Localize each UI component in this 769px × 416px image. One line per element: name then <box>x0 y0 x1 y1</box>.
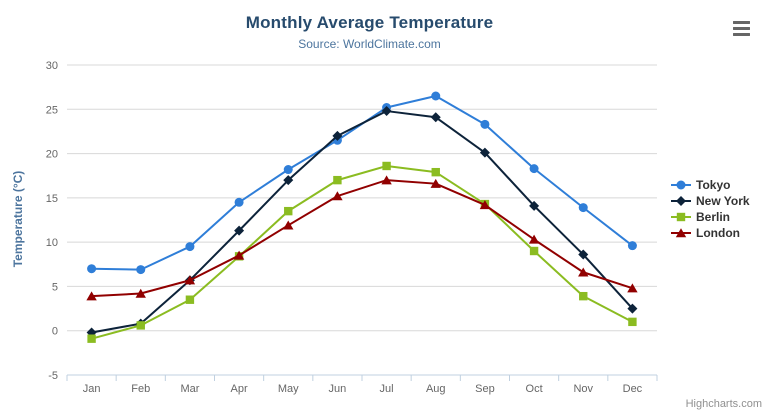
point-berlin-feb[interactable] <box>136 321 145 330</box>
diamond-icon[interactable] <box>676 196 686 206</box>
point-tokyo-aug[interactable] <box>431 91 441 101</box>
point-berlin-jun[interactable] <box>333 175 342 185</box>
y-axis-tick-label: 15 <box>46 193 58 205</box>
legend-label: Berlin <box>696 210 731 224</box>
point-london-dec[interactable] <box>627 283 638 293</box>
point-new-york-oct[interactable] <box>529 200 540 211</box>
legend-item-london[interactable]: London <box>671 225 750 241</box>
y-axis-tick-label: 0 <box>52 326 58 338</box>
legend-label: New York <box>696 194 750 208</box>
point-berlin-mar[interactable] <box>185 295 195 304</box>
point-new-york-apr[interactable] <box>234 225 245 236</box>
point-tokyo-oct[interactable] <box>529 164 539 174</box>
y-axis-tick-label: 30 <box>46 60 58 72</box>
circle-icon[interactable] <box>676 180 686 190</box>
point-new-york-may[interactable] <box>283 175 294 186</box>
point-tokyo-sep[interactable] <box>480 119 490 129</box>
legend-label: London <box>696 226 740 240</box>
point-tokyo-mar[interactable] <box>185 242 195 252</box>
point-berlin-dec[interactable] <box>628 317 637 327</box>
point-london-aug[interactable] <box>430 178 441 188</box>
legend: Tokyo New York Berlin London <box>671 177 750 241</box>
point-new-york-jun[interactable] <box>332 130 343 141</box>
legend-item-berlin[interactable]: Berlin <box>671 209 750 225</box>
point-london-jul[interactable] <box>381 175 392 185</box>
point-berlin-oct[interactable] <box>529 246 539 256</box>
x-axis-label: Sep <box>475 383 495 395</box>
hamburger-menu-icon <box>733 21 750 24</box>
point-london-feb[interactable] <box>135 288 146 298</box>
y-axis-tick-label: -5 <box>48 370 58 382</box>
x-axis-label: Dec <box>623 383 643 395</box>
credits-link[interactable]: Highcharts.com <box>685 398 762 410</box>
legend-label: Tokyo <box>696 178 731 192</box>
point-london-apr[interactable] <box>233 250 245 260</box>
point-london-may[interactable] <box>283 220 294 230</box>
x-axis-label: Apr <box>231 383 248 395</box>
point-new-york-aug[interactable] <box>430 112 441 123</box>
point-tokyo-dec[interactable] <box>627 241 637 251</box>
chart-subtitle: Source: WorldClimate.com <box>298 37 441 51</box>
point-tokyo-jan[interactable] <box>87 264 97 274</box>
point-tokyo-feb[interactable] <box>136 265 146 275</box>
x-axis-label: Jan <box>83 383 101 395</box>
x-axis-label: May <box>278 383 299 395</box>
y-axis-tick-label: 20 <box>46 149 58 161</box>
point-berlin-nov[interactable] <box>579 291 588 301</box>
y-axis-title: Temperature (°C) <box>11 170 25 268</box>
point-london-jun[interactable] <box>332 191 343 201</box>
series-line-london <box>90 179 634 298</box>
point-new-york-jul[interactable] <box>381 106 392 117</box>
legend-item-tokyo[interactable]: Tokyo <box>671 177 750 193</box>
triangle-icon[interactable] <box>675 228 687 238</box>
point-london-sep[interactable] <box>479 200 491 210</box>
point-new-york-sep[interactable] <box>479 147 490 158</box>
point-london-oct[interactable] <box>528 234 540 244</box>
circle-legend-marker-icon <box>671 180 691 190</box>
point-berlin-jul[interactable] <box>382 161 391 171</box>
x-axis-label: Nov <box>573 383 593 395</box>
export-menu-button[interactable] <box>733 21 750 36</box>
x-axis-label: Mar <box>180 383 199 395</box>
y-axis-tick-label: 25 <box>46 104 58 116</box>
point-new-york-nov[interactable] <box>578 249 589 260</box>
hamburger-menu-icon <box>733 27 750 30</box>
y-axis-tick-label: 5 <box>52 281 58 293</box>
square-legend-marker-icon <box>671 212 691 222</box>
point-berlin-aug[interactable] <box>431 167 440 177</box>
x-axis-label: Feb <box>131 383 150 395</box>
point-london-jan[interactable] <box>86 291 97 301</box>
chart-title: Monthly Average Temperature <box>245 13 494 32</box>
point-london-mar[interactable] <box>184 275 196 285</box>
point-berlin-jan[interactable] <box>87 334 96 343</box>
legend-item-new-york[interactable]: New York <box>671 193 750 209</box>
point-berlin-may[interactable] <box>284 206 293 216</box>
point-new-york-dec[interactable] <box>627 303 638 314</box>
series-line-tokyo <box>90 95 634 271</box>
series-line-new-york <box>90 110 634 334</box>
point-london-nov[interactable] <box>578 267 589 277</box>
triangle-legend-marker-icon <box>671 228 691 238</box>
x-axis-label: Aug <box>426 383 446 395</box>
x-axis-label: Jul <box>380 383 394 395</box>
hamburger-menu-icon <box>733 33 750 36</box>
point-tokyo-may[interactable] <box>283 165 293 175</box>
y-axis-tick-label: 10 <box>46 237 58 249</box>
x-axis-label: Oct <box>526 383 543 395</box>
point-tokyo-nov[interactable] <box>578 203 588 213</box>
square-icon[interactable] <box>676 212 686 222</box>
x-axis-label: Jun <box>329 383 347 395</box>
point-tokyo-apr[interactable] <box>234 197 244 207</box>
diamond-legend-marker-icon <box>671 196 691 206</box>
series-line-berlin <box>90 164 634 340</box>
